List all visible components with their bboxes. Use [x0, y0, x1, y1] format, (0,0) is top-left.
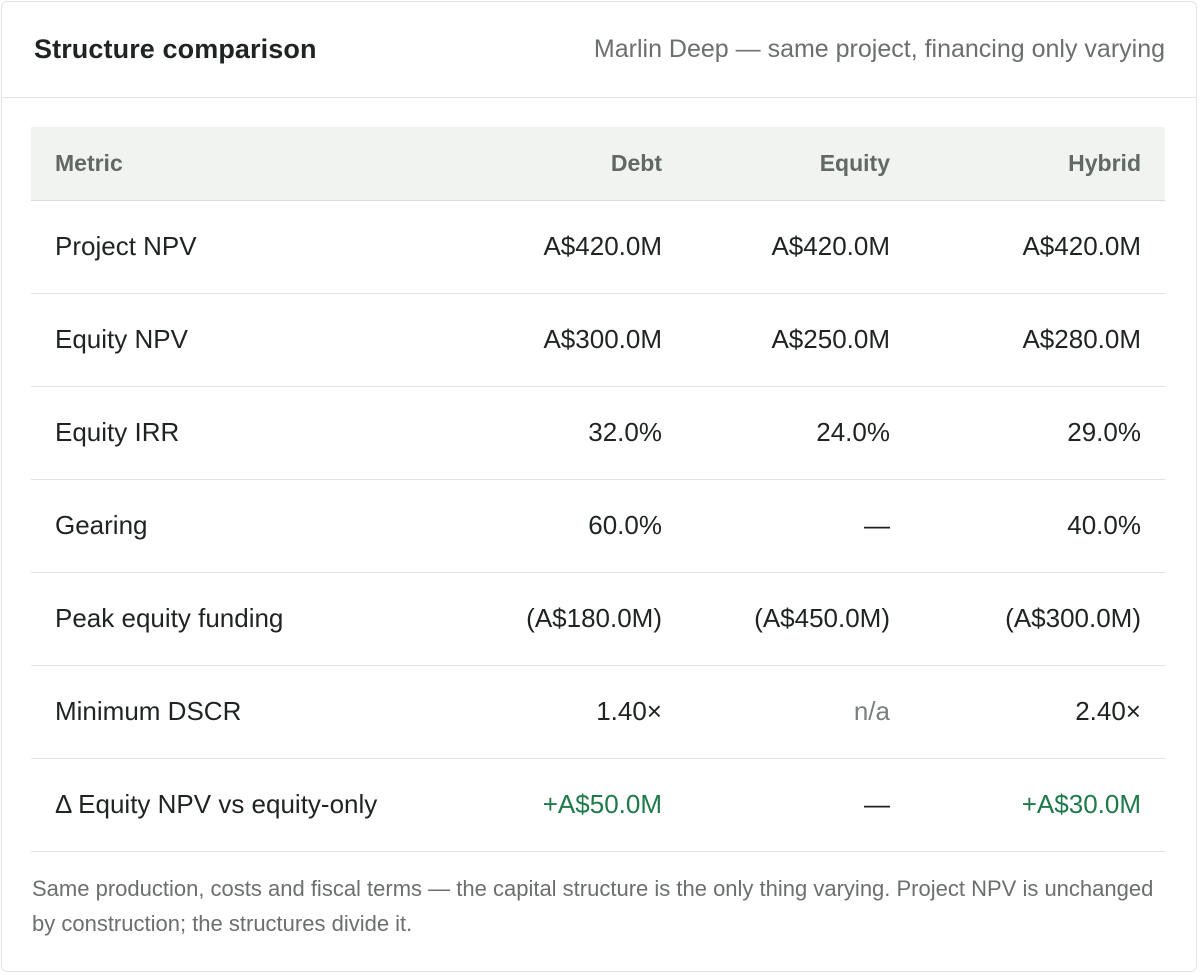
table-row: Gearing 60.0% — 40.0% [31, 479, 1165, 573]
metric-cell: Peak equity funding [31, 572, 458, 666]
metric-cell: Equity NPV [31, 293, 458, 387]
column-header-equity: Equity [686, 127, 914, 201]
equity-cell: A$250.0M [686, 293, 914, 387]
card-header: Structure comparison Marlin Deep — same … [2, 2, 1196, 98]
table-row: Peak equity funding (A$180.0M) (A$450.0M… [31, 572, 1165, 666]
equity-cell: — [686, 479, 914, 573]
hybrid-cell: (A$300.0M) [914, 572, 1165, 666]
table-row: Equity IRR 32.0% 24.0% 29.0% [31, 386, 1165, 480]
debt-cell: A$300.0M [458, 293, 686, 387]
table-row: Δ Equity NPV vs equity-only +A$50.0M — +… [31, 758, 1165, 852]
equity-cell: A$420.0M [686, 200, 914, 294]
debt-cell: +A$50.0M [458, 758, 686, 852]
hybrid-cell: A$280.0M [914, 293, 1165, 387]
column-header-hybrid: Hybrid [914, 127, 1165, 201]
table-row: Minimum DSCR 1.40× n/a 2.40× [31, 665, 1165, 759]
metric-cell: Equity IRR [31, 386, 458, 480]
debt-cell: 1.40× [458, 665, 686, 759]
card-title: Structure comparison [34, 34, 317, 64]
table-header: Metric Debt Equity Hybrid [31, 127, 1165, 201]
equity-cell: n/a [686, 665, 914, 759]
equity-cell: 24.0% [686, 386, 914, 480]
column-header-metric: Metric [31, 127, 458, 201]
table-row: Project NPV A$420.0M A$420.0M A$420.0M [31, 200, 1165, 294]
metric-cell: Δ Equity NPV vs equity-only [31, 758, 458, 852]
metric-cell: Gearing [31, 479, 458, 573]
debt-cell: A$420.0M [458, 200, 686, 294]
comparison-table: Metric Debt Equity Hybrid Project NPV A$… [31, 127, 1165, 852]
metric-cell: Minimum DSCR [31, 665, 458, 759]
hybrid-cell: A$420.0M [914, 200, 1165, 294]
equity-cell: — [686, 758, 914, 852]
hybrid-cell: +A$30.0M [914, 758, 1165, 852]
table-body: Project NPV A$420.0M A$420.0M A$420.0M E… [31, 200, 1165, 852]
footnote: Same production, costs and fiscal terms … [32, 876, 1154, 936]
comparison-table-wrap: Metric Debt Equity Hybrid Project NPV A$… [31, 127, 1165, 852]
hybrid-cell: 2.40× [914, 665, 1165, 759]
debt-cell: (A$180.0M) [458, 572, 686, 666]
equity-cell: (A$450.0M) [686, 572, 914, 666]
debt-cell: 60.0% [458, 479, 686, 573]
column-header-debt: Debt [458, 127, 686, 201]
hybrid-cell: 40.0% [914, 479, 1165, 573]
card-subtitle: Marlin Deep — same project, financing on… [593, 35, 1165, 63]
table-header-row: Metric Debt Equity Hybrid [31, 127, 1165, 201]
hybrid-cell: 29.0% [914, 386, 1165, 480]
table-row: Equity NPV A$300.0M A$250.0M A$280.0M [31, 293, 1165, 387]
metric-cell: Project NPV [31, 200, 458, 294]
debt-cell: 32.0% [458, 386, 686, 480]
